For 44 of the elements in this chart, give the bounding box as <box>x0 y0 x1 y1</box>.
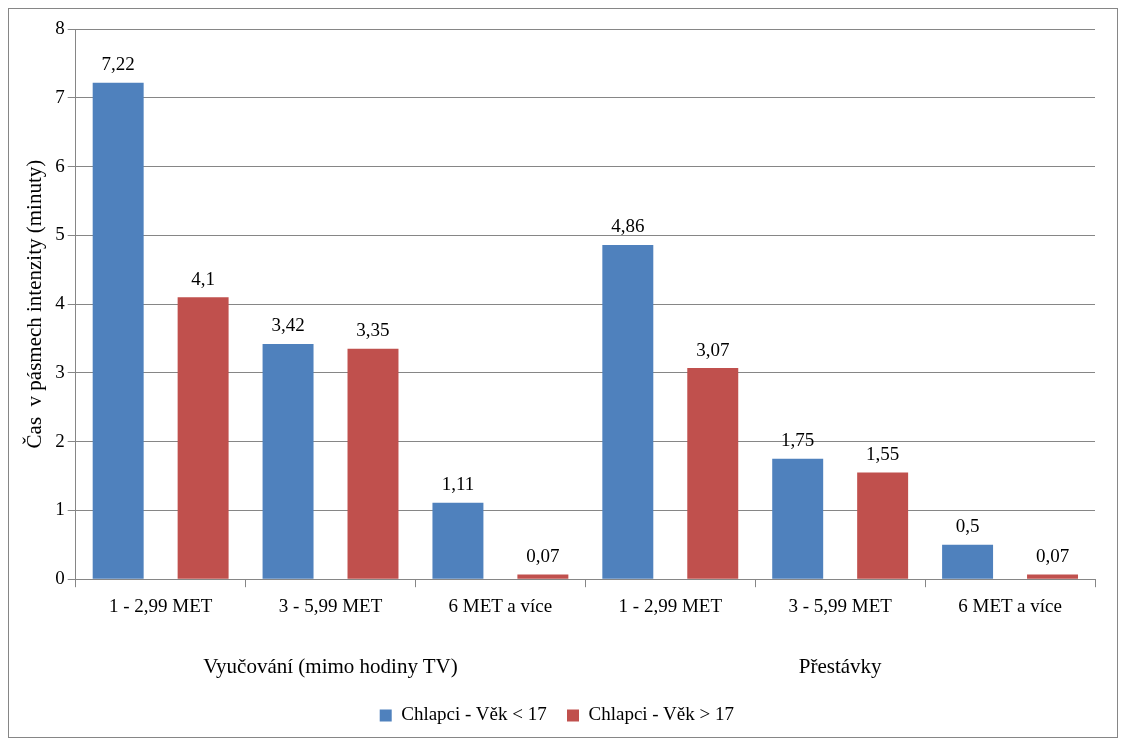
x-tick-label: 3 - 5,99 MET <box>278 594 383 616</box>
x-tick-label: 6 MET a více <box>958 594 1062 616</box>
data-label: 1,75 <box>781 429 815 451</box>
bar <box>942 544 994 579</box>
data-label: 0,07 <box>526 544 560 566</box>
legend-label: Chlapci - Věk < 17 <box>401 703 547 725</box>
y-tick-label: 8 <box>55 16 65 38</box>
y-tick-label: 0 <box>55 567 65 589</box>
data-label: 3,42 <box>271 314 305 336</box>
data-label: 0,07 <box>1035 544 1070 566</box>
data-label: 1,55 <box>866 443 900 465</box>
data-label: 3,07 <box>696 338 730 360</box>
bar <box>602 244 654 579</box>
bar <box>347 348 399 579</box>
bar <box>687 368 739 579</box>
x-tick-label: 6 MET a více <box>448 594 553 616</box>
bar <box>857 472 909 579</box>
y-tick-label: 3 <box>55 360 65 382</box>
text: Přestávky <box>798 653 883 678</box>
x-tick-label: 1 - 2,99 MET <box>108 594 213 616</box>
x-tick-label: 3 - 5,99 MET <box>788 594 893 616</box>
data-label: 7,22 <box>101 53 135 75</box>
bar <box>432 502 484 579</box>
bar <box>772 458 824 579</box>
y-tick-label: 7 <box>55 85 65 107</box>
y-tick-label: 4 <box>55 292 66 314</box>
bar <box>517 574 569 579</box>
text: Vyučování (mimo hodiny TV) <box>203 653 458 678</box>
y-axis-title: Čas v pásmech intenzity (minuty) <box>22 159 47 449</box>
legend-label: Chlapci - Věk > 17 <box>588 703 734 725</box>
x-tick-label: 1 - 2,99 MET <box>618 594 723 616</box>
y-tick-label: 6 <box>55 154 65 176</box>
data-label: 4,86 <box>611 215 645 237</box>
bar <box>92 82 144 579</box>
bar <box>177 297 229 579</box>
bar <box>262 343 314 579</box>
data-label: 0,5 <box>955 515 980 537</box>
y-tick-label: 1 <box>55 498 65 520</box>
data-label: 3,35 <box>356 319 390 341</box>
y-tick-label: 5 <box>55 223 65 245</box>
bar <box>1027 574 1079 579</box>
data-label: 4,1 <box>191 267 215 289</box>
data-label: 1,11 <box>441 473 475 495</box>
y-tick-label: 2 <box>55 429 65 451</box>
